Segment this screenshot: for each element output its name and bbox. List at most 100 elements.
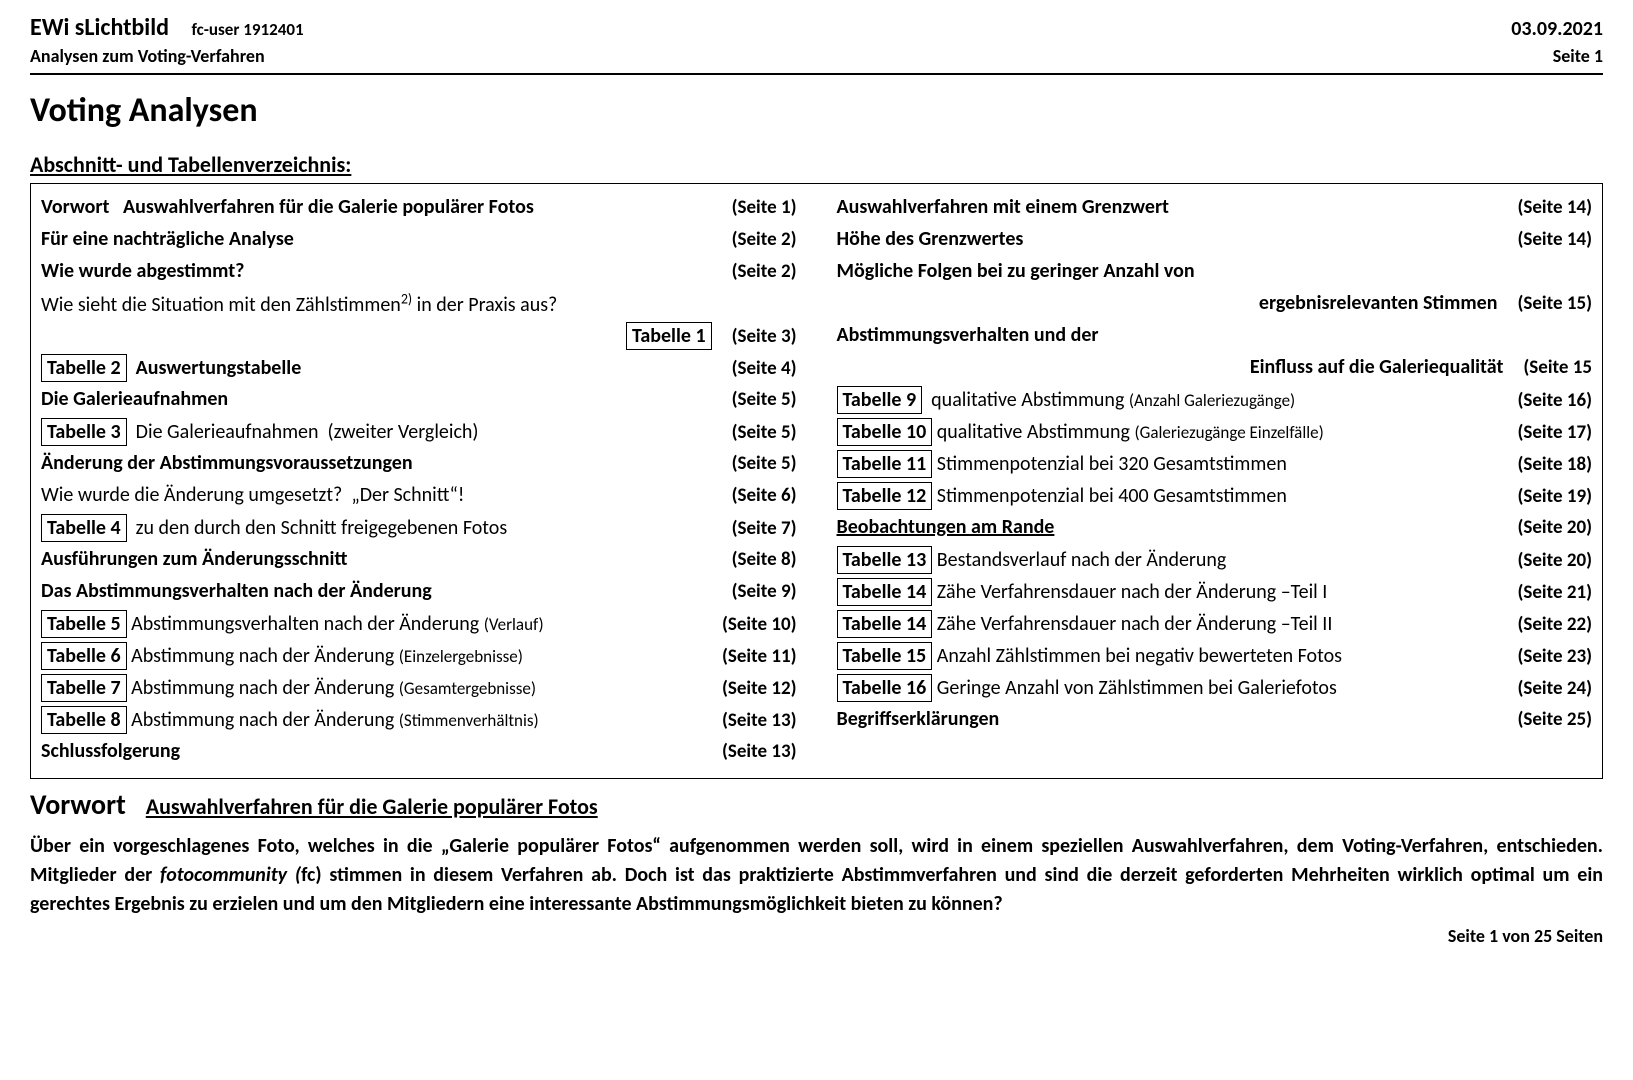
toc-row: Tabelle 1(Seite 3) <box>41 322 797 350</box>
section-head-sub: Auswahlverfahren für die Galerie populär… <box>146 793 598 822</box>
toc-entry-text: Tabelle 4 zu den durch den Schnitt freig… <box>41 514 722 542</box>
toc-row: Wie sieht die Situation mit den Zählstim… <box>41 290 797 318</box>
section-heading: Vorwort Auswahlverfahren für die Galerie… <box>30 787 1603 823</box>
toc-entry-page: (Seite 3) <box>722 325 797 350</box>
toc-row: Die Galerieaufnahmen(Seite 5) <box>41 386 797 414</box>
toc-entry-page: (Seite 13) <box>712 709 797 734</box>
section-head-main: Vorwort <box>30 787 126 823</box>
toc-entry-page: (Seite 23) <box>1507 645 1592 670</box>
toc-entry-page: (Seite 10) <box>712 613 797 638</box>
toc-entry-text: Änderung der Abstimmungsvoraussetzungen <box>41 450 722 476</box>
toc-row: Tabelle 15 Anzahl Zählstimmen bei negati… <box>837 642 1593 670</box>
toc-row: Das Abstimmungsverhalten nach der Änderu… <box>41 578 797 606</box>
toc-row: Für eine nachträgliche Analyse(Seite 2) <box>41 226 797 254</box>
toc-entry-text: Tabelle 10 qualitative Abstimmung (Galer… <box>837 418 1508 446</box>
toc-row: Abstimmungsverhalten und der <box>837 322 1593 350</box>
toc-entry-text: ergebnisrelevanten Stimmen <box>837 290 1508 316</box>
toc-row: Einfluss auf die Galeriequalität(Seite 1… <box>837 354 1593 382</box>
toc-row: Wie wurde die Änderung umgesetzt? „Der S… <box>41 482 797 510</box>
toc-row: Tabelle 8 Abstimmung nach der Änderung (… <box>41 706 797 734</box>
toc-entry-page: (Seite 14) <box>1507 228 1592 253</box>
toc-entry-text: Begriffserklärungen <box>837 706 1508 732</box>
section-paragraph: Über ein vorgeschlagenes Foto, welches i… <box>30 832 1603 919</box>
header-sub-row: Analysen zum Voting-Verfahren Seite 1 <box>30 45 1603 68</box>
toc-row: Schlussfolgerung(Seite 13) <box>41 738 797 766</box>
toc-entry-text: Tabelle 14 Zähe Verfahrensdauer nach der… <box>837 610 1508 638</box>
toc-entry-page: (Seite 22) <box>1507 613 1592 638</box>
header-left: EWi sLichtbild fc-user 1912401 <box>30 12 304 43</box>
doc-user: fc-user 1912401 <box>192 19 304 40</box>
toc-col-left: Vorwort Auswahlverfahren für die Galerie… <box>41 190 797 770</box>
toc-entry-text: Tabelle 2 Auswertungstabelle <box>41 354 722 382</box>
toc-entry-page: (Seite 15 <box>1513 356 1592 381</box>
toc-entry-page: (Seite 25) <box>1507 708 1592 733</box>
toc-entry-page: (Seite 2) <box>722 260 797 285</box>
toc-row: Tabelle 2 Auswertungstabelle(Seite 4) <box>41 354 797 382</box>
toc-entry-text: Beobachtungen am Rande <box>837 514 1508 540</box>
toc-entry-page: (Seite 20) <box>1507 549 1592 574</box>
toc-entry-page: (Seite 4) <box>722 357 797 382</box>
toc-row: Tabelle 14 Zähe Verfahrensdauer nach der… <box>837 610 1593 638</box>
toc-row: Tabelle 13 Bestandsverlauf nach der Ände… <box>837 546 1593 574</box>
page-footer: Seite 1 von 25 Seiten <box>30 925 1603 948</box>
toc-entry-text: Tabelle 9 qualitative Abstimmung (Anzahl… <box>837 386 1508 414</box>
toc-row: Beobachtungen am Rande(Seite 20) <box>837 514 1593 542</box>
toc-row: Tabelle 9 qualitative Abstimmung (Anzahl… <box>837 386 1593 414</box>
toc-entry-text: Wie wurde abgestimmt? <box>41 258 722 284</box>
toc-row: ergebnisrelevanten Stimmen(Seite 15) <box>837 290 1593 318</box>
toc-entry-text <box>837 738 1583 764</box>
toc-row: Tabelle 10 qualitative Abstimmung (Galer… <box>837 418 1593 446</box>
toc-entry-page: (Seite 5) <box>722 452 797 477</box>
toc-entry-text: Mögliche Folgen bei zu geringer Anzahl v… <box>837 258 1583 284</box>
toc-row: Auswahlverfahren mit einem Grenzwert(Sei… <box>837 194 1593 222</box>
toc-entry-text: Abstimmungsverhalten und der <box>837 322 1583 348</box>
toc-row: Tabelle 11 Stimmenpotenzial bei 320 Gesa… <box>837 450 1593 478</box>
toc-entry-text: Schlussfolgerung <box>41 738 712 764</box>
toc-entry-text: Tabelle 16 Geringe Anzahl von Zählstimme… <box>837 674 1508 702</box>
page-header: EWi sLichtbild fc-user 1912401 03.09.202… <box>30 12 1603 75</box>
toc-entry-text: Tabelle 11 Stimmenpotenzial bei 320 Gesa… <box>837 450 1508 478</box>
toc-entry-page: (Seite 21) <box>1507 581 1592 606</box>
toc-row: Mögliche Folgen bei zu geringer Anzahl v… <box>837 258 1593 286</box>
toc-row <box>837 738 1593 766</box>
toc-row: Tabelle 7 Abstimmung nach der Änderung (… <box>41 674 797 702</box>
toc-row: Begriffserklärungen(Seite 25) <box>837 706 1593 734</box>
toc-entry-page: (Seite 5) <box>722 388 797 413</box>
toc-row: Tabelle 5 Abstimmungsverhalten nach der … <box>41 610 797 638</box>
toc-entry-text: Tabelle 15 Anzahl Zählstimmen bei negati… <box>837 642 1508 670</box>
toc-entry-text: Tabelle 7 Abstimmung nach der Änderung (… <box>41 674 712 702</box>
toc-entry-text: Tabelle 5 Abstimmungsverhalten nach der … <box>41 610 712 638</box>
toc-entry-page: (Seite 11) <box>712 645 797 670</box>
toc-entry-text: Tabelle 14 Zähe Verfahrensdauer nach der… <box>837 578 1508 606</box>
toc-entry-page: (Seite 17) <box>1507 421 1592 446</box>
toc-box: Vorwort Auswahlverfahren für die Galerie… <box>30 183 1603 779</box>
toc-entry-page: (Seite 24) <box>1507 677 1592 702</box>
toc-entry-text: Höhe des Grenzwertes <box>837 226 1508 252</box>
toc-entry-text: Ausführungen zum Änderungsschnitt <box>41 546 722 572</box>
toc-entry-page: (Seite 7) <box>722 517 797 542</box>
toc-entry-page: (Seite 6) <box>722 484 797 509</box>
toc-entry-page: (Seite 1) <box>722 196 797 221</box>
toc-entry-page: (Seite 15) <box>1507 292 1592 317</box>
toc-entry-text: Tabelle 3 Die Galerieaufnahmen (zweiter … <box>41 418 722 446</box>
toc-entry-text: Wie sieht die Situation mit den Zählstim… <box>41 290 787 318</box>
toc-entry-page: (Seite 18) <box>1507 453 1592 478</box>
toc-row: Wie wurde abgestimmt?(Seite 2) <box>41 258 797 286</box>
doc-subtitle: Analysen zum Voting-Verfahren <box>30 45 265 68</box>
toc-entry-text: Für eine nachträgliche Analyse <box>41 226 722 252</box>
section-vorwort: Vorwort Auswahlverfahren für die Galerie… <box>30 787 1603 918</box>
toc-entry-page: (Seite 2) <box>722 228 797 253</box>
toc-entry-text: Tabelle 13 Bestandsverlauf nach der Ände… <box>837 546 1508 574</box>
page-title: Voting Analysen <box>30 89 1603 133</box>
header-top-row: EWi sLichtbild fc-user 1912401 03.09.202… <box>30 12 1603 43</box>
toc-entry-page: (Seite 16) <box>1507 389 1592 414</box>
toc-entry-page: (Seite 12) <box>712 677 797 702</box>
toc-row: Tabelle 6 Abstimmung nach der Änderung (… <box>41 642 797 670</box>
doc-page-label: Seite 1 <box>1553 45 1603 68</box>
toc-row: Tabelle 12 Stimmenpotenzial bei 400 Gesa… <box>837 482 1593 510</box>
toc-entry-page: (Seite 5) <box>722 421 797 446</box>
toc-entry-page: (Seite 14) <box>1507 196 1592 221</box>
toc-entry-text: Tabelle 6 Abstimmung nach der Änderung (… <box>41 642 712 670</box>
toc-row: Vorwort Auswahlverfahren für die Galerie… <box>41 194 797 222</box>
toc-col-right: Auswahlverfahren mit einem Grenzwert(Sei… <box>837 190 1593 770</box>
